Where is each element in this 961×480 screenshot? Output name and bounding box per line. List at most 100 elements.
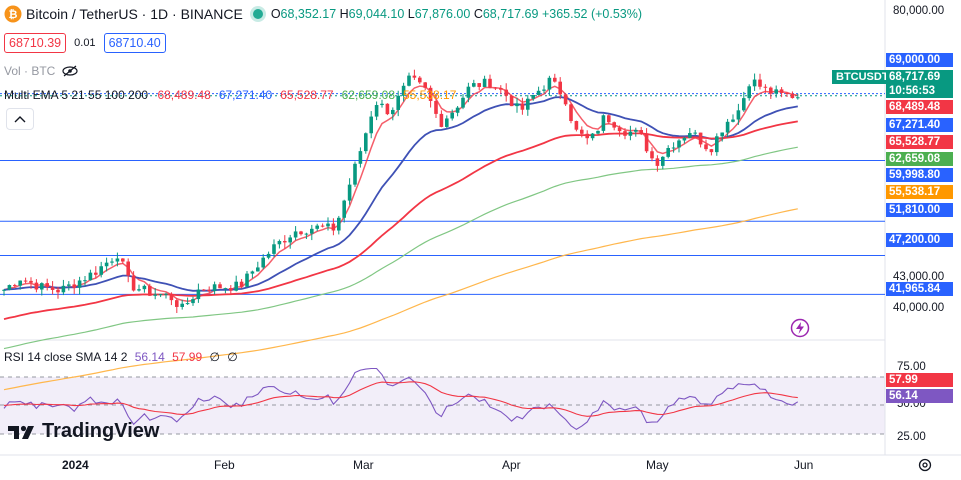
candle-body [736,110,741,120]
candle-body [580,129,584,134]
price-tag: 47,200.00 [886,233,953,247]
candle-body [623,131,627,136]
candle-body [569,104,573,122]
candle-body [725,121,730,133]
candle-body [320,225,325,227]
spread-value: 0.01 [74,37,96,49]
ema-value: 65,528.77 [280,88,334,102]
candle-body [661,156,665,166]
candle-body [785,92,789,94]
candle-body [272,244,276,254]
candle-body [547,77,552,90]
candle-body [407,75,411,86]
rsi-legend[interactable]: RSI 14 close SMA 14 2 56.14 57.99 ∅ ∅ [4,350,238,364]
candle-body [288,237,292,243]
candle-body [56,289,60,293]
candle-body [29,280,33,283]
candle-body [472,83,476,87]
candle-body [207,289,211,292]
candle-body [310,228,314,234]
ema-line [3,146,798,350]
candle-body [137,289,141,291]
symbol-title[interactable]: Bitcoin / TetherUS · 1D · BINANCE [26,6,243,22]
candle-body [40,283,44,290]
price-tick-label: 43,000.00 [893,271,945,283]
ema-legend[interactable]: Multi EMA 5 21 55 100 200 68,489.48 67,27… [4,88,464,102]
tradingview-logo[interactable]: TradingView [8,420,159,443]
buy-button[interactable]: 68710.40 [103,33,166,53]
candle-body [342,200,346,218]
rsi-tick-label: 75.00 [897,361,926,373]
candle-body [774,89,778,94]
price-tag: 69,000.00 [886,53,953,67]
price-change: +365.52 (+0.53%) [541,7,643,21]
candle-body [364,133,368,152]
candle-body [158,294,163,296]
candle-body [677,140,681,148]
candle-body [563,94,568,105]
candle-body [526,98,530,110]
candle-body [401,85,406,96]
candle-body [337,217,341,231]
ema-name: Multi EMA 5 21 55 100 200 [4,88,149,102]
candle-body [13,285,17,287]
ema-line [3,96,798,292]
candle-body [596,130,600,134]
candle-body [126,261,130,276]
candle-body [531,94,535,99]
flash-icon[interactable] [790,318,810,338]
candle-body [385,103,390,115]
rsi-tag: 57.99 [886,373,953,387]
price-tick-label: 80,000.00 [893,5,945,17]
candle-body [720,132,724,137]
candle-body [482,78,487,87]
ema-line [3,120,798,320]
candle-body [304,233,309,235]
candle-body [18,280,22,286]
candle-body [520,103,525,110]
candle-body [542,89,546,91]
gear-icon[interactable] [918,458,932,472]
rsi-value: 56.14 [134,350,165,364]
candle-body [715,136,719,153]
price-tag: 41,965.84 [886,282,953,296]
price-tick-label: 40,000.00 [893,302,945,314]
candle-body [693,132,697,134]
candle-body [796,97,800,99]
chart-header: ₿ Bitcoin / TetherUS · 1D · BINANCE O68,… [4,4,642,24]
candle-body [682,137,687,141]
ema-line [3,208,798,391]
candle-body [515,103,519,107]
candle-body [644,133,649,152]
candle-body [218,284,222,289]
symbol-price-tag: BTCUSDT [832,70,893,84]
candle-body [428,87,433,101]
eye-hidden-icon[interactable] [61,65,79,77]
candle-body [374,105,379,117]
candle-body [331,223,336,231]
candle-body [601,115,606,131]
candle-body [185,303,190,305]
collapse-legend-button[interactable] [6,108,34,130]
candle-body [418,77,422,83]
candle-body [396,95,400,110]
candle-body [704,144,708,150]
time-tick-label: Jun [794,458,814,472]
candle-body [558,81,562,95]
candle-body [175,300,179,307]
candle-body [277,241,282,245]
candle-body [445,118,449,127]
candle-body [742,98,746,111]
main-pane-bg [0,0,885,340]
sell-button[interactable]: 68710.39 [4,33,67,53]
candle-body [628,131,633,136]
rsi-tag: 56.14 [886,389,953,403]
candle-body [169,293,174,301]
ohlc-values: O68,352.17 H69,044.10 L67,876.00 C68,717… [270,7,643,21]
candle-body [191,299,195,304]
time-tick-label: 2024 [62,458,89,472]
candle-body [358,151,363,164]
candle-body [7,285,12,290]
candle-body [212,284,217,292]
